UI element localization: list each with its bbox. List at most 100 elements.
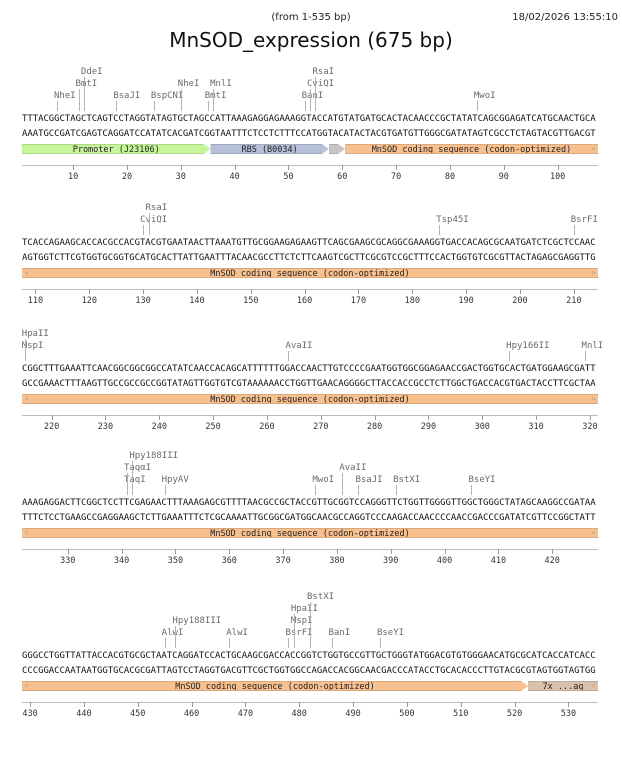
enzyme-site-label[interactable]: Hpy188III [129, 451, 179, 461]
ruler-tick [121, 549, 123, 554]
ruler-label: 310 [528, 422, 544, 432]
forward-strand[interactable]: GGGCCTGGTTATTACCACGTGCGCTAATCAGGATCCACTG… [22, 651, 596, 661]
enzyme-cut-marker [229, 638, 231, 648]
enzyme-site-label[interactable]: MwoI [312, 475, 335, 485]
enzyme-cut-marker [509, 351, 511, 361]
ruler-label: 510 [453, 709, 469, 719]
enzyme-site-label[interactable]: BseYI [376, 628, 405, 638]
reverse-strand[interactable]: CCCGGACCAATAATGGTGCACGCGATTAGTCCTAGGTGAC… [22, 666, 596, 676]
forward-strand[interactable]: AAAGAGGACTTCGGCTCCTTCGAGAACTTTAAAGAGCGTT… [22, 498, 596, 508]
enzyme-site-label[interactable]: HpaII [21, 329, 49, 339]
enzyme-site-label[interactable]: BstXI [393, 475, 421, 485]
ruler-tick [51, 415, 53, 420]
enzyme-site-label[interactable]: AvaII [339, 463, 367, 473]
enzyme-site-label[interactable]: BanI [301, 91, 324, 101]
enzyme-site-label[interactable]: HpyAV [161, 475, 189, 485]
enzyme-cut-marker [476, 101, 478, 111]
enzyme-cut-marker [310, 602, 311, 648]
feature-spacer[interactable] [328, 144, 345, 154]
enzyme-site-label[interactable]: TaqαI [123, 463, 152, 473]
enzyme-site-label[interactable]: AlwI [226, 628, 248, 638]
feature-label: 7x ...ag [528, 681, 598, 691]
enzyme-cut-marker [24, 339, 26, 361]
continues-right-icon: » [591, 681, 596, 690]
reverse-strand[interactable]: AGTGGTCTTCGTGGTGCGGTGCATGCACTTATTGAATTTA… [22, 253, 596, 263]
ruler-tick [557, 165, 559, 170]
enzyme-site-label[interactable]: RsaI [312, 67, 335, 77]
continues-right-icon: » [591, 528, 596, 537]
ruler-tick [568, 702, 570, 707]
enzyme-site-label[interactable]: BsrFI [285, 628, 313, 638]
feature-cds[interactable]: MnSOD coding sequence (codon-optimized)»… [22, 394, 598, 404]
enzyme-site-label[interactable]: AvaII [285, 341, 313, 351]
reverse-strand[interactable]: TTTCTCCTGAAGCCGAGGAAGCTCTTGAAATTTCTCGCAA… [22, 513, 596, 523]
reverse-strand[interactable]: GCCGAAACTTTAAGTTGCCGCCGCCGGTATAGTTGGTGTC… [22, 379, 596, 389]
enzyme-site-label[interactable]: MnlI [581, 341, 604, 351]
forward-strand[interactable]: TTTACGGCTAGCTCAGTCCTAGGTATAGTGCTAGCCATTA… [22, 114, 596, 124]
ruler-tick [390, 549, 392, 554]
feature-label: MnSOD coding sequence (codon-optimized) [22, 394, 598, 404]
ruler-tick [503, 165, 505, 170]
enzyme-site-label[interactable]: BspCNI [150, 91, 184, 101]
enzyme-site-label[interactable]: BsaJI [355, 475, 383, 485]
ruler-label: 380 [329, 556, 345, 566]
feature-rbs[interactable]: RBS (B0034) [210, 144, 329, 154]
enzyme-site-label[interactable]: AlwI [161, 628, 184, 638]
ruler-label: 450 [130, 709, 146, 719]
feature-cds[interactable]: MnSOD coding sequence (codon-optimized)» [22, 681, 529, 691]
enzyme-site-label[interactable]: MnlI [210, 79, 232, 89]
enzyme-cut-marker [439, 225, 441, 235]
enzyme-site-label[interactable]: DdeI [80, 67, 103, 77]
feature-cds[interactable]: MnSOD coding sequence (codon-optimized)»… [22, 268, 598, 278]
ruler-label: 150 [243, 296, 259, 306]
reverse-strand[interactable]: AAATGCCGATCGAGTCAGGATCCATATCACGATCGGTAAT… [22, 129, 596, 139]
ruler-tick [234, 165, 236, 170]
enzyme-site-label[interactable]: BanI [328, 628, 351, 638]
ruler-label: 400 [436, 556, 453, 566]
enzyme-site-label[interactable]: BsaJI [113, 91, 141, 101]
feature-tag[interactable]: 7x ...ag» [528, 681, 598, 691]
enzyme-site-label[interactable]: BmtI [75, 79, 98, 89]
forward-strand[interactable]: TCACCAGAAGCACCACGCCACGTACGTGAATAACTTAAAT… [22, 238, 596, 248]
enzyme-cut-marker [315, 77, 317, 111]
enzyme-site-label[interactable]: NheI [53, 91, 76, 101]
ruler-label: 390 [383, 556, 399, 566]
enzyme-site-label[interactable]: HpaII [290, 604, 318, 614]
enzyme-site-label[interactable]: BsrFI [570, 215, 598, 225]
ruler-tick [196, 289, 198, 294]
ruler-label: 460 [183, 709, 200, 719]
ruler-label: 220 [43, 422, 60, 432]
enzyme-site-label[interactable]: CviQI [140, 215, 168, 225]
feature-promoter[interactable]: Promoter (J23106) [22, 144, 211, 154]
enzyme-site-label[interactable]: Hpy166II [506, 341, 550, 351]
enzyme-site-label[interactable]: Hpy188III [172, 616, 222, 626]
enzyme-site-label[interactable]: BmtI [204, 91, 227, 101]
continues-left-icon: » [24, 268, 29, 277]
enzyme-site-label[interactable]: BstXI [307, 592, 335, 602]
forward-strand[interactable]: CGGCTTTGAAATTCAACGGCGGCGGCCATATCAACCACAG… [22, 364, 596, 374]
enzyme-site-label[interactable]: MwoI [473, 91, 496, 101]
enzyme-site-label[interactable]: CviQI [307, 79, 335, 89]
enzyme-cut-marker [396, 485, 398, 495]
ruler-tick [353, 702, 355, 707]
enzyme-site-label[interactable]: MspI [290, 616, 313, 626]
ruler-tick [266, 415, 268, 420]
ruler-tick [412, 289, 414, 294]
position-ruler [22, 702, 598, 703]
feature-cds[interactable]: MnSOD coding sequence (codon-optimized)»… [22, 528, 598, 538]
enzyme-site-label[interactable]: NheI [177, 79, 200, 89]
enzyme-site-label[interactable]: MspI [21, 341, 44, 351]
enzyme-site-label[interactable]: TaqI [123, 475, 146, 485]
feature-label: MnSOD coding sequence (codon-optimized) [22, 528, 598, 538]
ruler-label: 330 [60, 556, 76, 566]
enzyme-site-label[interactable]: Tsp45I [436, 215, 469, 225]
enzyme-site-label[interactable]: BseYI [468, 475, 496, 485]
ruler-label: 140 [189, 296, 205, 306]
ruler-tick [245, 702, 247, 707]
feature-cds[interactable]: MnSOD coding sequence (codon-optimized)» [344, 144, 598, 154]
ruler-tick [191, 702, 193, 707]
ruler-label: 210 [566, 296, 582, 306]
enzyme-cut-marker [288, 351, 290, 361]
enzyme-site-label[interactable]: RsaI [145, 203, 168, 213]
ruler-tick [320, 415, 322, 420]
